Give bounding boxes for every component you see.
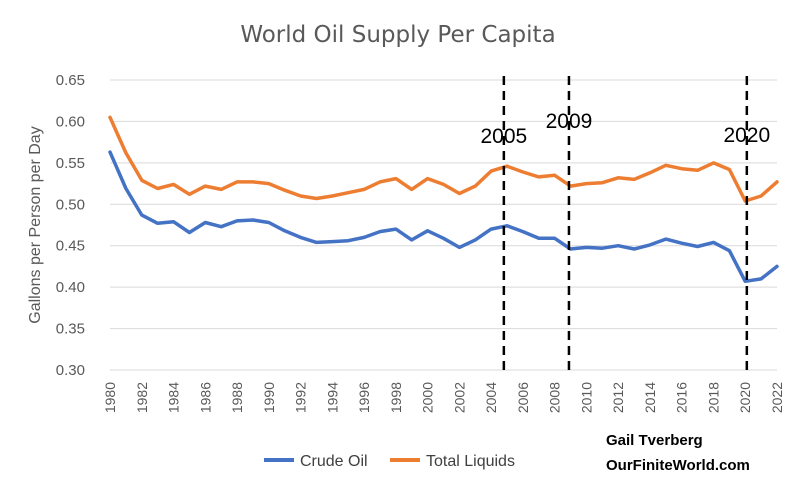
x-tick-label: 1994	[324, 382, 340, 413]
x-tick-label: 1984	[166, 382, 182, 413]
x-tick-label: 1982	[134, 382, 150, 413]
x-tick-label: 1998	[388, 382, 404, 413]
x-tick-label: 2010	[578, 382, 594, 413]
x-tick-label: 2002	[451, 382, 467, 413]
x-tick-label: 2022	[769, 382, 785, 413]
series-lines	[108, 115, 779, 284]
x-tick-label: 2020	[737, 382, 753, 413]
x-tick-label: 2016	[674, 382, 690, 413]
series-line-crude-oil	[108, 150, 779, 284]
y-axis-label: Gallons per Person per Day	[27, 126, 44, 323]
x-tick-label: 2008	[547, 382, 563, 413]
x-tick-label: 2018	[705, 382, 721, 413]
credit-site: OurFiniteWorld.com	[606, 457, 750, 474]
x-tick-label: 2012	[610, 382, 626, 413]
chart-title: World Oil Supply Per Capita	[240, 22, 555, 48]
x-tick-label: 1986	[197, 382, 213, 413]
event-markers: 2005 2009 2020	[480, 76, 770, 370]
x-tick-label: 2000	[420, 382, 436, 413]
y-tick-label: 0.65	[56, 72, 85, 89]
marker-label-2009: 2009	[546, 110, 593, 133]
x-tick-label: 1988	[229, 382, 245, 413]
marker-label-2005: 2005	[480, 125, 527, 148]
series-line-total-liquids	[108, 115, 779, 203]
x-tick-label: 1990	[261, 382, 277, 413]
y-tick-label: 0.35	[56, 321, 85, 338]
y-tick-label: 0.45	[56, 238, 85, 255]
x-tick-label: 2014	[642, 382, 658, 413]
x-tick-label: 1980	[102, 382, 118, 413]
y-tick-label: 0.55	[56, 155, 85, 172]
y-tick-label: 0.60	[56, 113, 85, 130]
marker-label-2020: 2020	[723, 124, 770, 147]
x-axis-ticks: 1980 1982 1984 1986 1988 1990 1992 1994 1996 1998…	[102, 382, 785, 413]
legend: Crude Oil Total Liquids	[264, 453, 515, 470]
y-tick-label: 0.50	[56, 196, 85, 213]
x-tick-label: 1992	[293, 382, 309, 413]
x-tick-label: 2004	[483, 382, 499, 413]
legend-label-total-liquids: Total Liquids	[426, 453, 515, 470]
x-tick-label: 2006	[515, 382, 531, 413]
credit-author: Gail Tverberg	[606, 432, 703, 449]
y-tick-label: 0.40	[56, 279, 85, 296]
gridlines	[110, 79, 777, 371]
y-tick-label: 0.30	[56, 362, 85, 379]
legend-label-crude-oil: Crude Oil	[300, 453, 368, 470]
x-tick-label: 1996	[356, 382, 372, 413]
y-axis-ticks: 0.30 0.35 0.40 0.45 0.50 0.55 0.60 0.65	[56, 72, 85, 379]
